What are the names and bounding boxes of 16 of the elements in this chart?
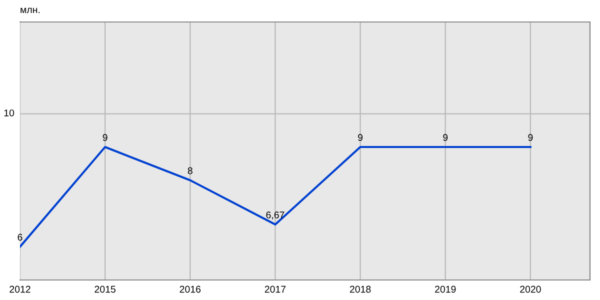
data-label: 9 — [443, 134, 448, 141]
x-tick-label: 2019 — [435, 286, 456, 293]
x-tick-label: 2020 — [520, 286, 541, 293]
ref-line-label: 10 — [4, 109, 14, 116]
x-tick-label: 2012 — [10, 286, 30, 293]
data-label: 6,67 — [266, 212, 284, 220]
x-tick-label: 2015 — [94, 286, 116, 293]
data-label: 9 — [358, 134, 363, 141]
x-tick-label: 2018 — [350, 286, 371, 293]
data-label: 6 — [18, 234, 22, 241]
text: млн. — [20, 8, 40, 14]
x-tick-label: 2017 — [264, 286, 286, 293]
data-label: 9 — [102, 134, 108, 141]
data-label: 8 — [188, 167, 192, 174]
data-label: 9 — [528, 134, 533, 141]
x-tick-label: 2016 — [180, 286, 201, 293]
